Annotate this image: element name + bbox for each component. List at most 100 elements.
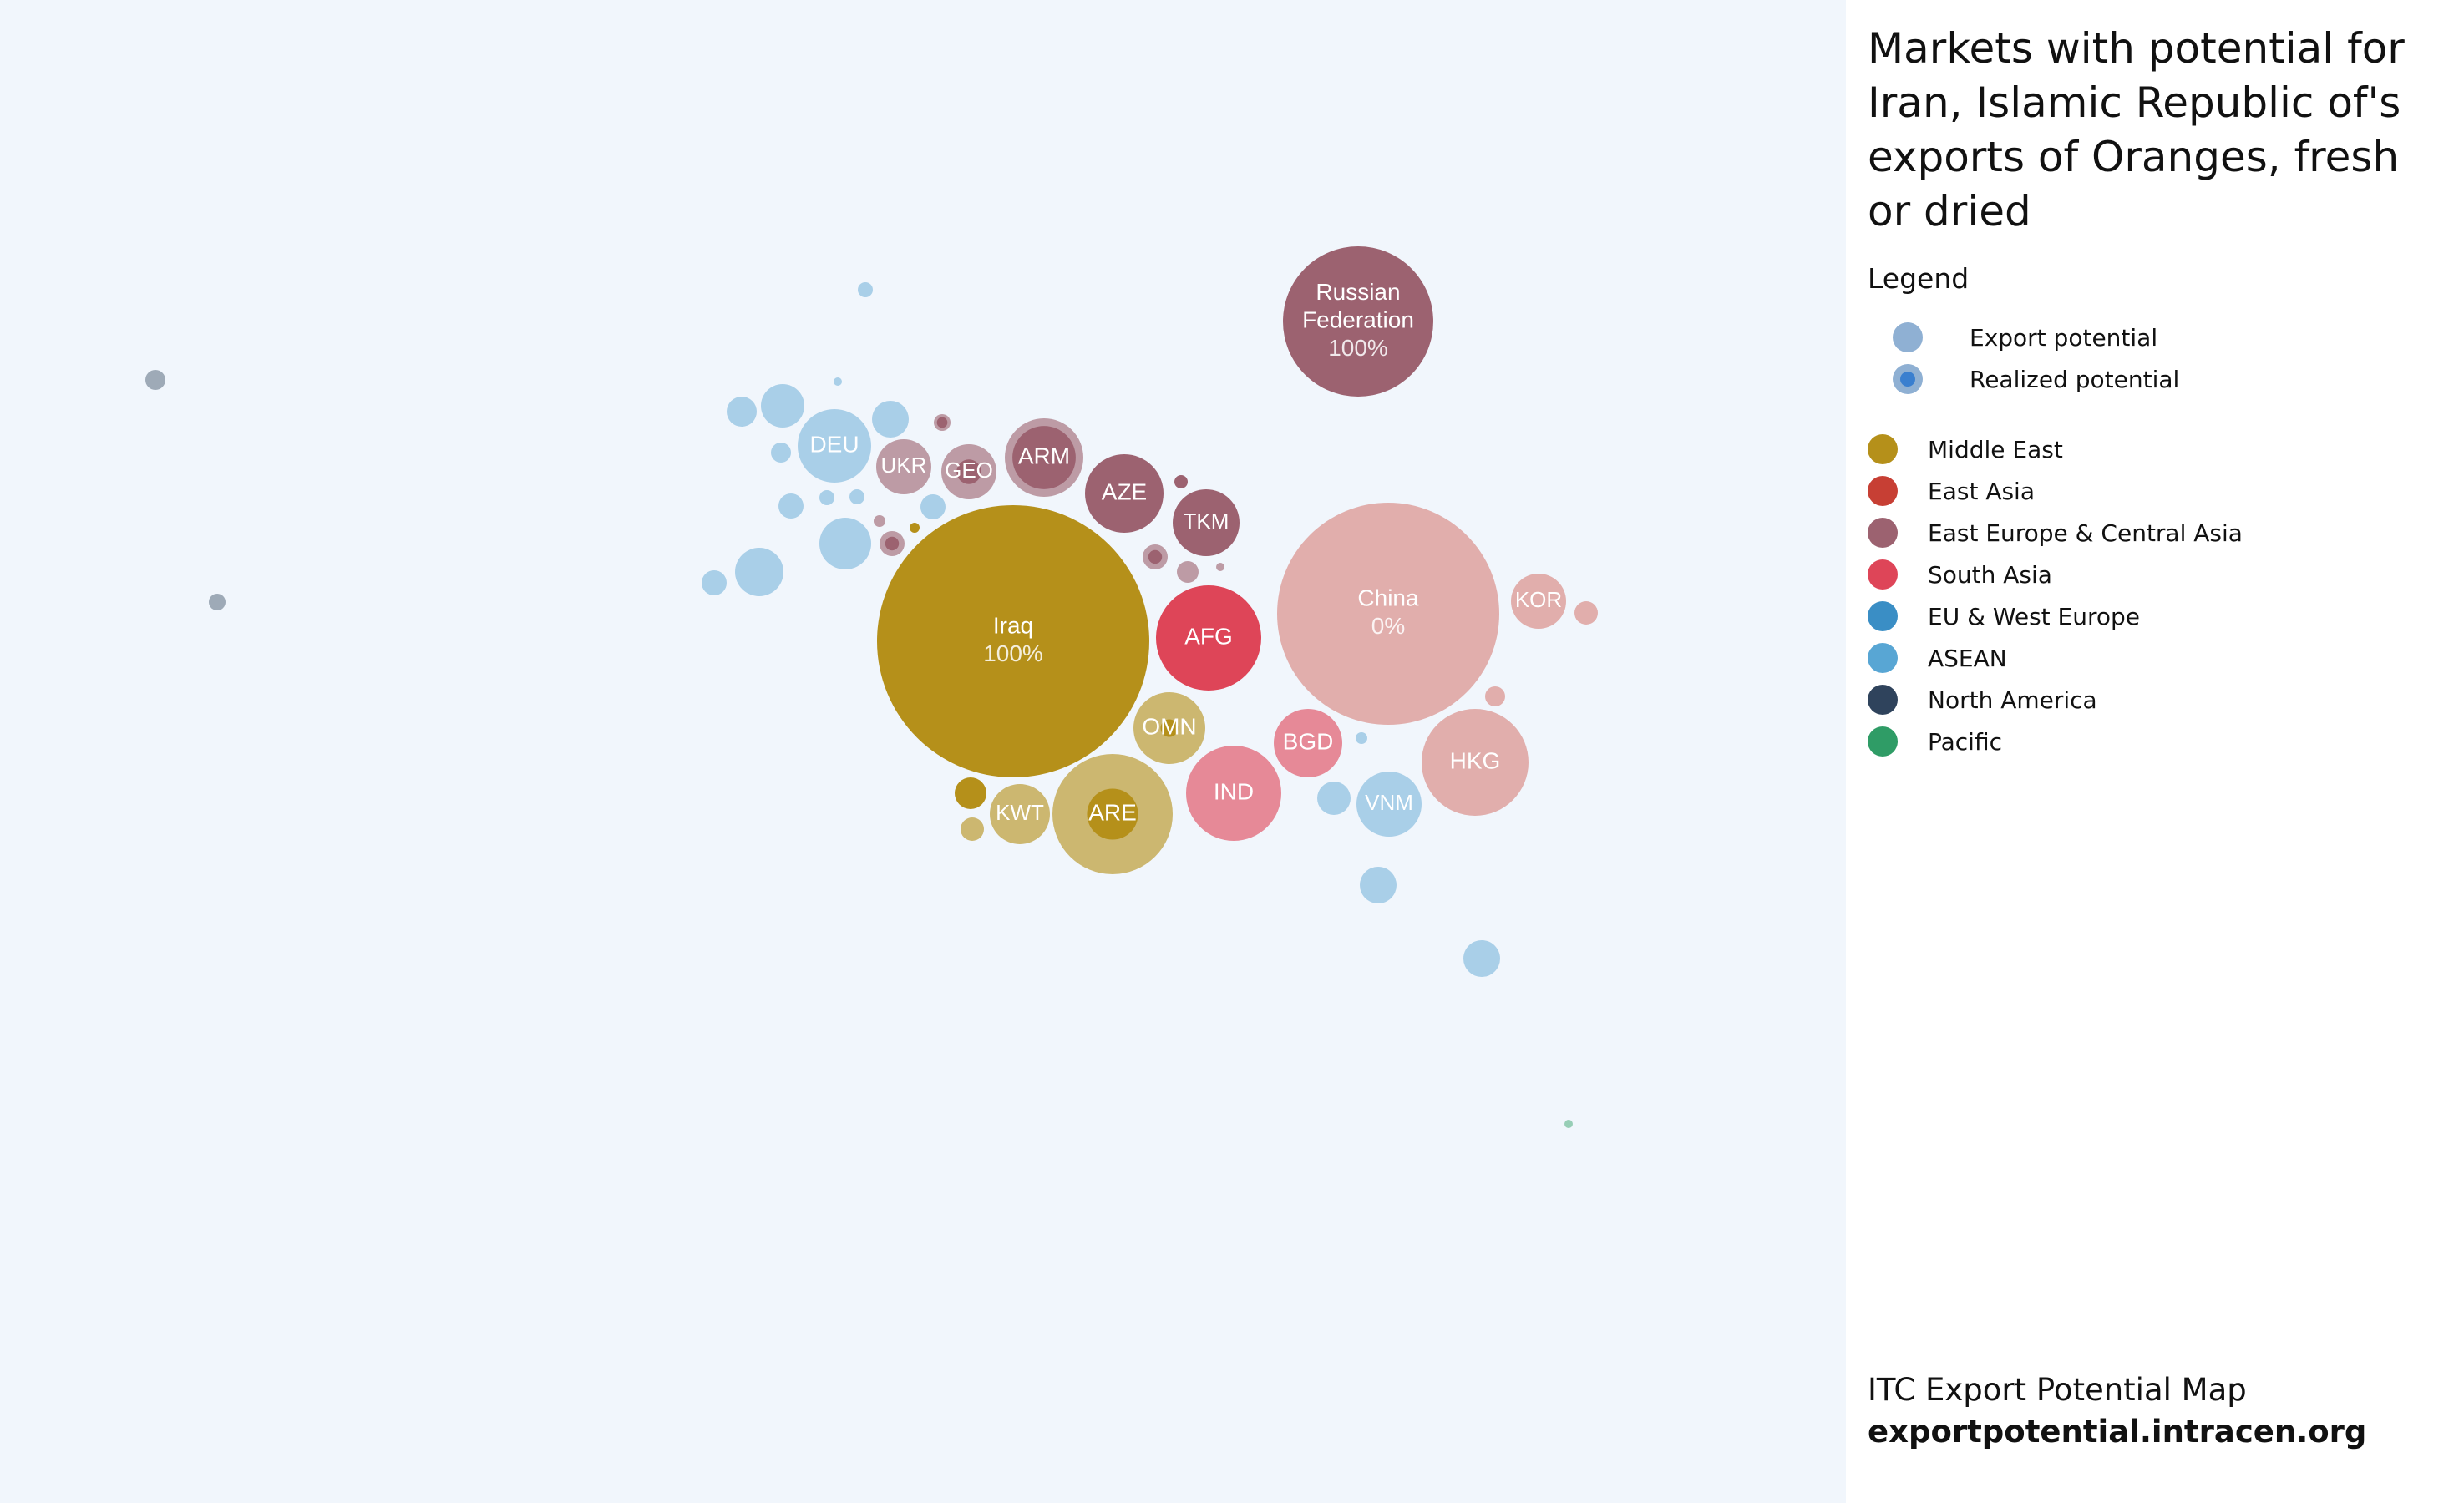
market-bubble-market-49[interactable] — [1564, 1120, 1573, 1128]
market-bubble-market-25[interactable] — [778, 493, 804, 519]
market-label: AZE — [1102, 478, 1147, 504]
chart-title: Markets with potential for Iran, Islamic… — [1868, 24, 2405, 235]
market-label: KOR — [1515, 587, 1562, 612]
market-bubble-deu[interactable]: DEU — [798, 409, 871, 483]
market-bubble-market-46[interactable] — [1574, 601, 1598, 625]
potential-circle — [778, 493, 804, 519]
potential-circle — [1283, 246, 1433, 397]
market-bubble-market-47[interactable] — [145, 370, 165, 390]
market-bubble-market-42[interactable] — [1174, 475, 1188, 488]
market-label: DEU — [809, 431, 859, 457]
market-bubble-market-32[interactable] — [834, 377, 842, 386]
region-color-swatch — [1868, 559, 1898, 590]
potential-circle — [1485, 686, 1505, 706]
region-color-swatch — [1868, 476, 1898, 506]
market-bubble-market-37[interactable] — [910, 523, 920, 533]
market-bubble-market-35[interactable] — [955, 777, 986, 809]
legend-label: ASEAN — [1928, 645, 2007, 672]
market-bubble-aze[interactable]: AZE — [1085, 454, 1164, 533]
legend-region-middle-east[interactable]: Middle East — [1846, 433, 2464, 471]
side-panel: Markets with potential for Iran, Islamic… — [1846, 0, 2464, 1503]
market-bubble-bgd[interactable]: BGD — [1274, 709, 1342, 777]
legend-region-eu-west-europe[interactable]: EU & West Europe — [1846, 600, 2464, 638]
region-color-swatch — [1868, 643, 1898, 673]
market-bubble-market-18[interactable] — [819, 518, 871, 569]
legend-region-north-america[interactable]: North America — [1846, 683, 2464, 721]
market-bubble-market-22[interactable] — [1360, 867, 1397, 903]
market-bubble-afg[interactable]: AFG — [1156, 585, 1261, 691]
potential-circle — [920, 494, 946, 519]
market-bubble-hkg[interactable]: HKG — [1422, 709, 1529, 816]
market-bubble-market-19[interactable] — [735, 548, 783, 596]
market-bubble-market-31[interactable] — [858, 282, 873, 297]
market-bubble-are[interactable]: ARE — [1052, 754, 1173, 874]
market-bubble-arm[interactable]: ARM — [1005, 418, 1083, 497]
realized-circle — [1160, 719, 1179, 737]
potential-circle — [961, 817, 984, 841]
market-bubble-market-28[interactable] — [771, 443, 791, 463]
market-bubble-market-43[interactable] — [874, 515, 885, 527]
market-label: VNM — [1365, 790, 1413, 815]
potential-circle — [1511, 574, 1566, 629]
potential-circle — [1317, 782, 1351, 815]
market-bubble-omn[interactable]: OMN — [1133, 692, 1205, 764]
market-bubble-kor[interactable]: KOR — [1511, 574, 1566, 629]
potential-circle — [798, 409, 871, 483]
market-bubble-ukr[interactable]: UKR — [876, 439, 931, 494]
market-bubble-market-21[interactable] — [872, 401, 909, 438]
market-label: TKM — [1184, 509, 1229, 534]
market-label: Iraq — [993, 613, 1033, 639]
market-label: HKG — [1450, 747, 1501, 773]
market-bubble-market-24[interactable] — [727, 397, 757, 427]
market-label: China — [1357, 585, 1419, 611]
potential-circle — [1186, 746, 1281, 841]
realized-circle — [1087, 788, 1138, 840]
market-bubble-market-20[interactable] — [761, 384, 804, 428]
legend-export-potential: Export potential — [1846, 321, 2464, 359]
market-bubble-market-38[interactable] — [1143, 544, 1168, 569]
market-bubble-market-26[interactable] — [920, 494, 946, 519]
market-bubble-market-33[interactable] — [1356, 732, 1367, 744]
legend-region-east-asia[interactable]: East Asia — [1846, 474, 2464, 513]
market-bubble-market-23[interactable] — [1463, 940, 1500, 977]
realized-circle — [936, 417, 948, 428]
legend-region-pacific[interactable]: Pacific — [1846, 725, 2464, 763]
export-potential-icon — [1893, 322, 1923, 352]
market-bubble-tkm[interactable]: TKM — [1173, 489, 1240, 556]
market-bubble-market-27[interactable] — [702, 570, 727, 595]
market-bubble-kwt[interactable]: KWT — [990, 784, 1050, 844]
legend-region-south-asia[interactable]: South Asia — [1846, 558, 2464, 596]
market-bubble-vnm[interactable]: VNM — [1356, 772, 1422, 837]
potential-circle — [1085, 454, 1164, 533]
potential-circle — [1174, 475, 1188, 488]
market-bubble-market-41[interactable] — [934, 414, 951, 431]
market-bubble-market-36[interactable] — [961, 817, 984, 841]
market-bubble-market-48[interactable] — [209, 594, 226, 610]
legend-region-asean[interactable]: ASEAN — [1846, 641, 2464, 680]
realized-percent-label: 0% — [1371, 613, 1405, 639]
market-bubble-market-40[interactable] — [1177, 561, 1199, 583]
potential-circle — [209, 594, 226, 610]
potential-circle — [872, 401, 909, 438]
market-bubble-market-44[interactable] — [1216, 563, 1224, 571]
market-bubble-geo[interactable]: GEO — [941, 444, 996, 499]
market-bubble-market-34[interactable] — [1317, 782, 1351, 815]
market-bubble-market-30[interactable] — [819, 490, 834, 505]
legend-label: EU & West Europe — [1928, 603, 2141, 630]
legend-region-east-europe-central-asia[interactable]: East Europe & Central Asia — [1846, 516, 2464, 554]
legend-label: Middle East — [1928, 436, 2063, 463]
market-bubble-market-45[interactable] — [1485, 686, 1505, 706]
market-label: ARM — [1018, 443, 1070, 468]
region-color-swatch — [1868, 685, 1898, 715]
potential-circle — [1463, 940, 1500, 977]
market-bubble-market-39[interactable] — [880, 531, 905, 556]
footer-url[interactable]: exportpotential.intracen.org — [1868, 1414, 2367, 1450]
market-bubble-ind[interactable]: IND — [1186, 746, 1281, 841]
realized-circle — [1012, 426, 1076, 489]
legend-label: East Europe & Central Asia — [1928, 519, 2243, 547]
market-label: BGD — [1283, 728, 1334, 754]
market-bubble-market-29[interactable] — [849, 489, 864, 504]
